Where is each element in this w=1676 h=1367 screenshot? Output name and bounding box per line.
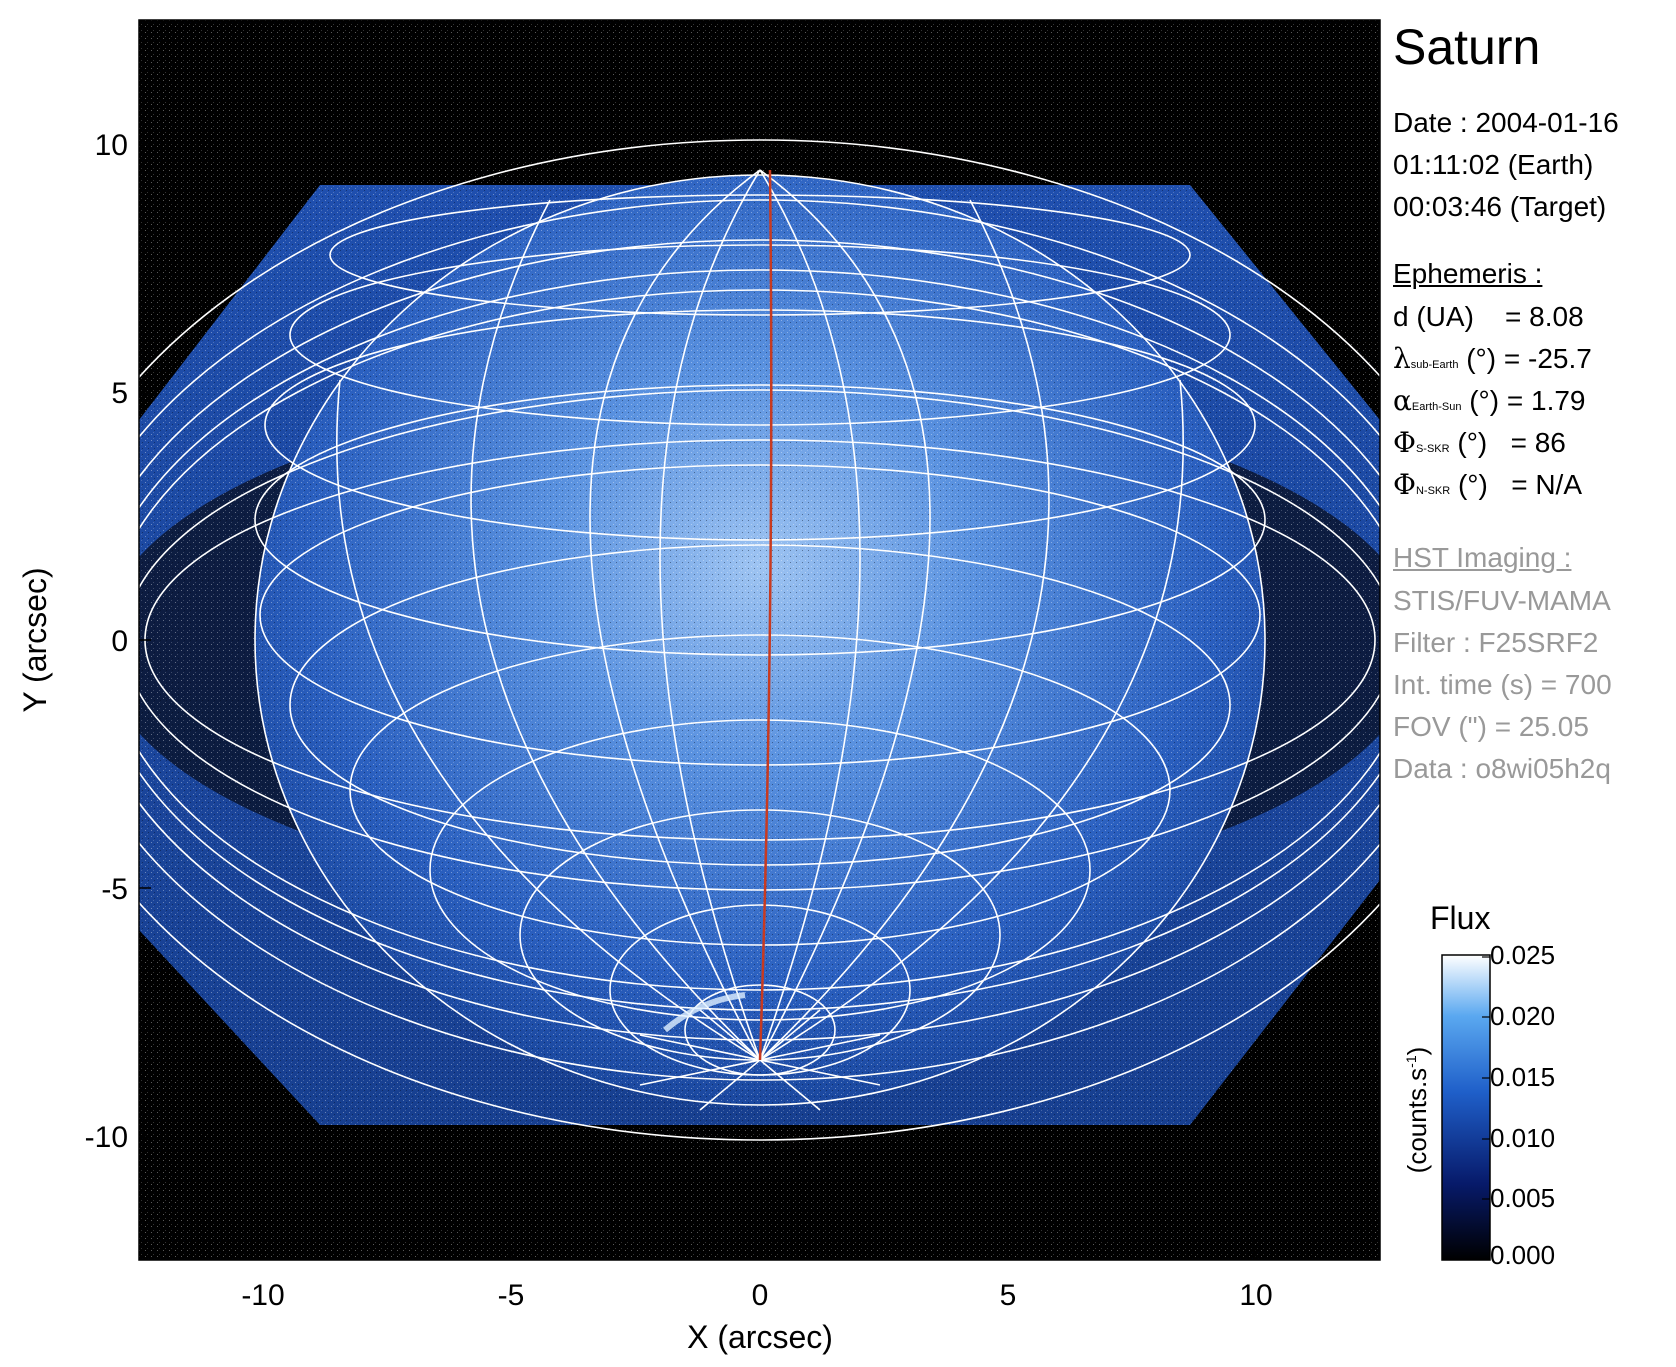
x-tick-label: 0 — [752, 1279, 769, 1312]
ephemeris-heading: Ephemeris : — [1393, 258, 1543, 289]
imaging-data-id: Data : o8wi05h2q — [1393, 753, 1611, 784]
colorbar — [1441, 954, 1491, 1261]
colorbar-tick-label: 0.000 — [1490, 1240, 1556, 1270]
imaging-fov: FOV (") = 25.05 — [1393, 711, 1589, 742]
x-tick-label: 10 — [1239, 1279, 1272, 1312]
planet-title: Saturn — [1393, 19, 1541, 75]
ephemeris-phi-n-skr: ΦN-SKR (°) = N/A — [1393, 468, 1582, 501]
y-tick-label: 10 — [95, 129, 128, 162]
imaging-filter: Filter : F25SRF2 — [1393, 627, 1599, 658]
x-tick-label: -10 — [241, 1279, 284, 1312]
y-tick-label: -10 — [85, 1121, 128, 1154]
imaging-int-time: Int. time (s) = 700 — [1393, 669, 1612, 700]
x-tick-label: -5 — [498, 1279, 525, 1312]
colorbar-tick-label: 0.025 — [1490, 940, 1556, 970]
lat-lon-grid — [254, 169, 1266, 1111]
date-line: Date : 2004-01-16 — [1393, 107, 1619, 138]
time-earth: 01:11:02 (Earth) — [1393, 149, 1594, 180]
y-tick-label: 0 — [111, 625, 128, 658]
colorbar-unit: (counts.s-1) — [1402, 1047, 1432, 1174]
colorbar-ticks — [1482, 956, 1490, 1200]
axis-ticks — [139, 143, 1257, 1260]
plot-area — [139, 20, 1380, 1260]
colorbar-title: Flux — [1430, 900, 1491, 936]
colorbar-tick-label: 0.020 — [1490, 1001, 1556, 1031]
x-tick-label: 5 — [1000, 1279, 1017, 1312]
y-axis-title: Y (arcsec) — [17, 567, 53, 712]
y-tick-label: 5 — [111, 377, 128, 410]
ephemeris-distance: d (UA) = 8.08 — [1393, 301, 1584, 332]
colorbar-tick-label: 0.015 — [1490, 1062, 1556, 1092]
ephemeris-phi-s-skr: ΦS-SKR (°) = 86 — [1393, 426, 1566, 459]
aurora-arc — [663, 992, 746, 1033]
imaging-heading: HST Imaging : — [1393, 542, 1572, 573]
colorbar-tick-label: 0.010 — [1490, 1123, 1556, 1153]
ephemeris-phase-angle: αEarth-Sun (°) = 1.79 — [1393, 384, 1586, 417]
time-target: 00:03:46 (Target) — [1393, 191, 1607, 222]
x-axis-title: X (arcsec) — [687, 1319, 833, 1355]
central-meridian — [758, 169, 773, 1061]
ephemeris-sub-earth-lat: λsub-Earth (°) = -25.7 — [1393, 342, 1592, 375]
colorbar-tick-label: 0.005 — [1490, 1183, 1556, 1213]
imaging-instrument: STIS/FUV-MAMA — [1393, 585, 1611, 616]
y-tick-label: -5 — [101, 873, 128, 906]
